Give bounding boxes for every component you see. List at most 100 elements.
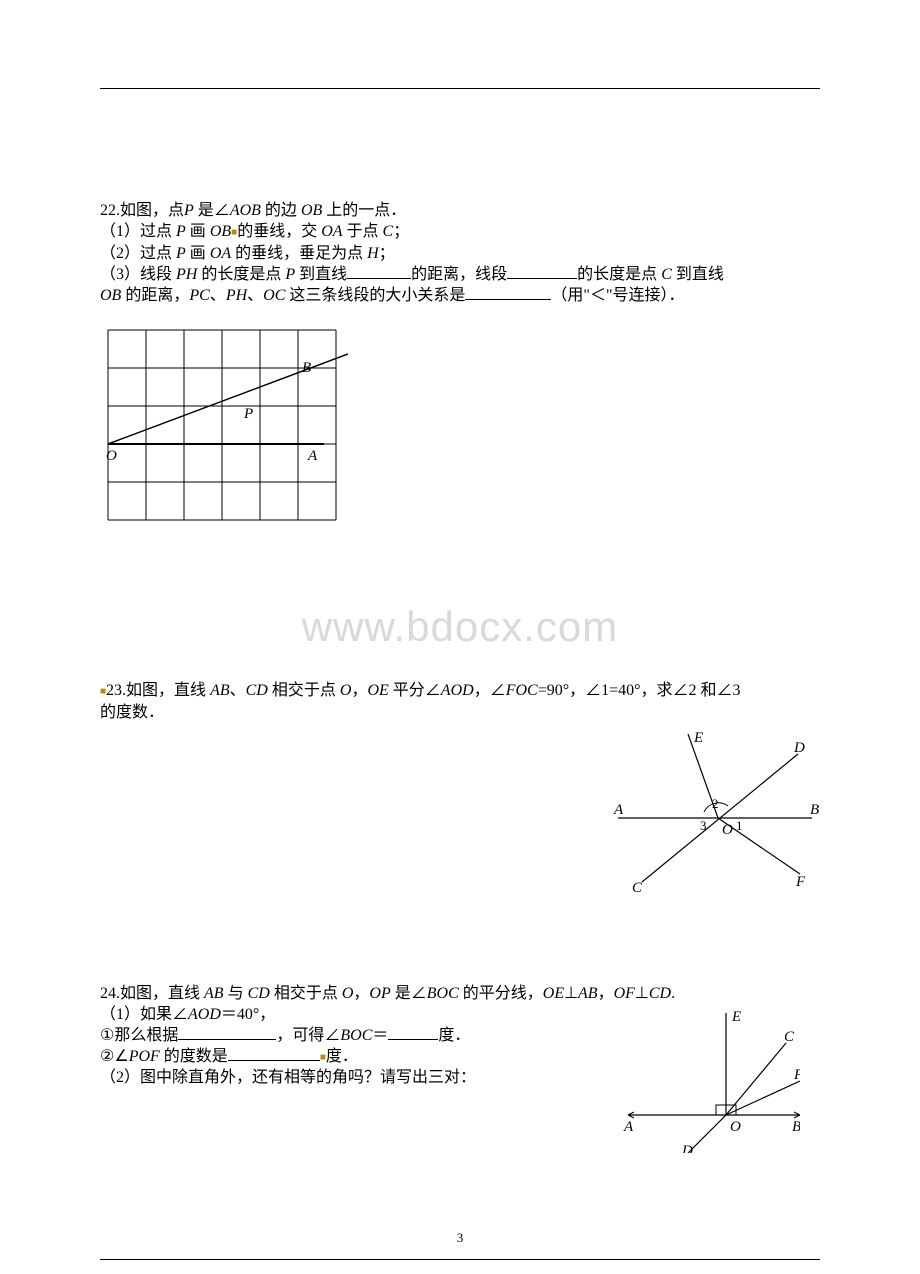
t: ， — [598, 985, 614, 1002]
svg-text:B: B — [810, 802, 819, 818]
t: ； — [393, 223, 409, 240]
t: 与 — [228, 985, 244, 1002]
q23-figure: ABCDEFO123 — [600, 726, 820, 902]
svg-text:E: E — [731, 1009, 741, 1025]
t: 的长度是点 — [201, 266, 281, 283]
t: （1）过点 — [100, 223, 172, 240]
svg-text:B: B — [792, 1119, 800, 1135]
t: AOB — [230, 202, 261, 219]
t: BOC — [427, 985, 459, 1002]
t: AB — [578, 985, 598, 1002]
svg-text:3: 3 — [700, 818, 707, 833]
q24: 24.如图，直线 AB 与 CD 相交于点 O，OP 是∠BOC 的平分线，OE… — [100, 983, 820, 1089]
t: P — [176, 223, 186, 240]
t: （用"＜"号连接）． — [551, 287, 684, 304]
t: 的垂线，交 — [237, 223, 317, 240]
t: 相交于点 — [274, 985, 338, 1002]
t: 、 — [230, 682, 246, 699]
t: ，可得∠ — [276, 1027, 340, 1044]
t: P — [176, 245, 186, 262]
t: （1）如果∠ — [100, 1006, 188, 1023]
t: BOC — [340, 1027, 372, 1044]
t: ①那么根据 — [100, 1027, 178, 1044]
q22-svg: O A P B — [100, 312, 348, 530]
t: OA — [210, 245, 231, 262]
t: 24.如图，直线 — [100, 985, 200, 1002]
t: CD — [248, 985, 270, 1002]
t: C — [383, 223, 394, 240]
blank — [465, 285, 551, 300]
t: 到直线 — [299, 266, 347, 283]
blank — [347, 264, 411, 279]
t: FOC — [506, 682, 538, 699]
t: （2）过点 — [100, 245, 172, 262]
t: O — [342, 985, 354, 1002]
blank — [388, 1025, 438, 1040]
svg-text:B: B — [302, 360, 311, 376]
t: AOD — [441, 682, 474, 699]
t: 度． — [326, 1048, 358, 1065]
t: ⊥ — [635, 985, 649, 1002]
svg-text:O: O — [106, 448, 117, 464]
t: 到直线 — [676, 266, 724, 283]
q22: 22.如图，点P 是∠AOB 的边 OB 上的一点． （1）过点 P 画 OB■… — [100, 200, 820, 530]
t: （3）线段 — [100, 266, 172, 283]
t: 的距离，线段 — [411, 266, 507, 283]
t: OE — [367, 682, 388, 699]
t: 这三条线段的大小关系是 — [289, 287, 465, 304]
svg-text:D: D — [793, 740, 805, 756]
blank — [507, 264, 577, 279]
svg-text:P: P — [243, 406, 253, 422]
t: 的度数． — [100, 704, 164, 721]
t: 的垂线，垂足为点 — [235, 245, 363, 262]
svg-text:E: E — [693, 730, 703, 746]
t: OC — [263, 287, 285, 304]
blank — [228, 1046, 320, 1061]
t: 的距离， — [125, 287, 189, 304]
t: ， — [353, 985, 369, 1002]
t: AOD — [188, 1006, 221, 1023]
t: OP — [369, 985, 390, 1002]
t: 画 — [190, 223, 206, 240]
t: 画 — [190, 245, 206, 262]
t: =90°，∠1=40°，求∠2 和∠3 — [538, 682, 741, 699]
t: OB — [210, 223, 231, 240]
t: OF — [614, 985, 635, 1002]
t: P — [184, 202, 194, 219]
t: OE — [543, 985, 564, 1002]
q24-figure: ABECPDO — [600, 1005, 800, 1159]
svg-text:D: D — [681, 1143, 693, 1153]
svg-text:1: 1 — [736, 818, 743, 833]
content: 22.如图，点P 是∠AOB 的边 OB 上的一点． （1）过点 P 画 OB■… — [100, 200, 820, 1088]
svg-text:C: C — [784, 1029, 795, 1045]
t: 的度数是 — [164, 1048, 228, 1065]
t: 于点 — [347, 223, 379, 240]
t: PH — [176, 266, 197, 283]
page-number: 3 — [0, 1230, 920, 1246]
t: 相交于点 — [272, 682, 336, 699]
blank — [178, 1025, 276, 1040]
t: （2）图中除直角外，还有相等的角吗？请写出三对： — [100, 1069, 476, 1086]
t: 上的一点． — [326, 202, 406, 219]
t: CD — [649, 985, 671, 1002]
q23-svg: ABCDEFO123 — [600, 726, 820, 896]
t: H — [367, 245, 379, 262]
svg-text:O: O — [730, 1119, 741, 1135]
q22-num: 22. — [100, 202, 120, 219]
t: OA — [321, 223, 342, 240]
t: O — [340, 682, 352, 699]
rule-top — [100, 88, 820, 89]
t: 、 — [247, 287, 263, 304]
t: 平分∠ — [393, 682, 441, 699]
svg-text:2: 2 — [712, 796, 719, 811]
t: 、 — [210, 287, 226, 304]
svg-text:A: A — [307, 448, 318, 464]
q24-svg: ABECPDO — [600, 1005, 800, 1153]
t: AB — [204, 985, 224, 1002]
t: C — [661, 266, 672, 283]
t: 23.如图，直线 — [106, 682, 206, 699]
t: ⊥ — [564, 985, 578, 1002]
t: ②∠ — [100, 1048, 129, 1065]
q22-figure: O A P B — [100, 312, 332, 530]
t: PH — [226, 287, 247, 304]
